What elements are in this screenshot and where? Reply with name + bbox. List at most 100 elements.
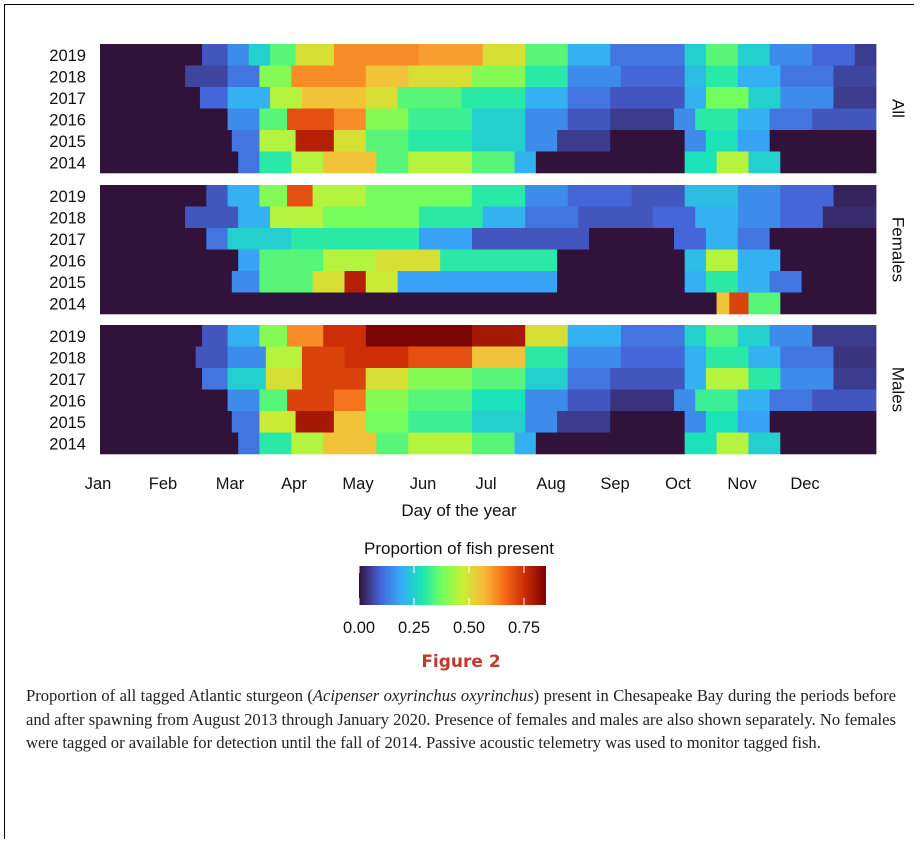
heat-cell bbox=[716, 432, 749, 455]
heat-cell bbox=[408, 389, 473, 412]
heat-cell bbox=[227, 185, 260, 207]
heat-cell bbox=[472, 151, 515, 174]
heat-cell bbox=[100, 151, 239, 174]
facet-label: Males bbox=[889, 367, 908, 412]
heat-cell bbox=[684, 271, 707, 293]
heat-cell bbox=[535, 151, 654, 174]
heat-cell bbox=[323, 325, 367, 347]
heatmap-panels: 201920182017201620152014All2019201820172… bbox=[49, 44, 908, 455]
heat-cell bbox=[748, 292, 781, 315]
caption-part-2: ) present in Chesapeake Bay during the p… bbox=[26, 686, 896, 753]
heat-cell bbox=[376, 249, 441, 272]
heat-cell bbox=[259, 271, 313, 293]
legend-tick-label: 0.75 bbox=[508, 619, 540, 637]
heat-cell bbox=[472, 389, 526, 412]
heat-cell bbox=[259, 389, 288, 412]
heat-cell bbox=[737, 185, 781, 207]
heat-cell bbox=[557, 249, 654, 272]
heat-cell bbox=[291, 65, 367, 88]
heat-cell bbox=[270, 206, 324, 229]
heat-cell bbox=[227, 346, 267, 369]
heat-cell bbox=[397, 271, 558, 293]
heat-cell bbox=[833, 346, 877, 369]
heat-cell bbox=[365, 65, 409, 88]
heat-cell bbox=[265, 346, 303, 369]
heat-cell bbox=[408, 151, 473, 174]
x-tick-label: Feb bbox=[149, 475, 177, 493]
color-legend: 0.00 0.25 0.50 0.75 bbox=[343, 566, 546, 637]
heat-cell bbox=[199, 87, 228, 109]
heat-cell bbox=[780, 292, 877, 315]
y-tick-label: 2015 bbox=[49, 274, 86, 292]
heat-cell bbox=[238, 432, 260, 455]
heat-cell bbox=[259, 130, 296, 152]
heat-cell bbox=[408, 368, 473, 390]
heat-cell bbox=[525, 65, 569, 88]
heat-cell bbox=[525, 87, 569, 109]
caption-part-1: Proportion of all tagged Atlantic sturge… bbox=[26, 686, 313, 705]
heat-cell bbox=[365, 325, 409, 347]
heat-cell bbox=[833, 185, 877, 207]
heat-cell bbox=[100, 206, 186, 229]
heat-cell bbox=[737, 228, 771, 250]
heat-cell bbox=[748, 87, 781, 109]
heat-cell bbox=[301, 346, 345, 369]
heat-cell bbox=[705, 87, 749, 109]
heat-cell bbox=[769, 108, 813, 131]
y-tick-label: 2017 bbox=[49, 90, 86, 108]
heat-cell bbox=[684, 249, 707, 272]
y-tick-label: 2016 bbox=[49, 111, 86, 129]
legend-colorbar bbox=[359, 566, 546, 605]
heat-cell bbox=[812, 389, 877, 412]
panel-all: 2019 2018 2017 2016 2015 2014 All bbox=[49, 44, 908, 174]
heat-cell bbox=[525, 411, 558, 433]
heat-cell bbox=[259, 411, 296, 433]
heat-cell bbox=[610, 130, 686, 152]
heat-cell bbox=[705, 44, 739, 66]
heat-cell bbox=[231, 411, 260, 433]
heat-cell bbox=[100, 87, 201, 109]
heat-cell bbox=[684, 87, 707, 109]
y-tick-label: 2017 bbox=[49, 371, 86, 389]
heat-cell bbox=[408, 346, 473, 369]
heat-cell bbox=[312, 271, 345, 293]
heat-cell bbox=[259, 65, 292, 88]
heat-cell bbox=[684, 130, 707, 152]
x-tick-label: Apr bbox=[281, 475, 307, 493]
heat-cell bbox=[769, 228, 877, 250]
heat-cell bbox=[769, 271, 802, 293]
heat-cell bbox=[287, 185, 313, 207]
heat-cell bbox=[227, 87, 271, 109]
heat-cell bbox=[748, 346, 781, 369]
heat-cell bbox=[748, 368, 781, 390]
heat-cell bbox=[684, 325, 707, 347]
heat-cell bbox=[202, 325, 228, 347]
heat-cell bbox=[227, 108, 260, 131]
heat-cell bbox=[695, 206, 739, 229]
heat-cell bbox=[525, 130, 558, 152]
heat-cell bbox=[525, 44, 569, 66]
heat-cell bbox=[461, 87, 526, 109]
heat-cell bbox=[854, 44, 877, 66]
heat-cell bbox=[557, 411, 611, 433]
heat-cell bbox=[440, 249, 558, 272]
heat-cell bbox=[301, 368, 367, 390]
heat-cell bbox=[227, 325, 260, 347]
legend-tick-label: 0.50 bbox=[453, 619, 485, 637]
figure-caption: Proportion of all tagged Atlantic sturge… bbox=[26, 684, 896, 755]
x-tick-label: May bbox=[342, 475, 374, 493]
heat-cell bbox=[769, 325, 813, 347]
heat-cell bbox=[472, 346, 526, 369]
x-axis-label: Day of the year bbox=[401, 501, 517, 520]
heat-cell bbox=[652, 271, 686, 293]
heat-cell bbox=[408, 325, 473, 347]
heat-cell bbox=[287, 325, 324, 347]
heat-cell bbox=[323, 151, 377, 174]
heat-cell bbox=[705, 346, 749, 369]
facet-label: All bbox=[889, 99, 908, 118]
heat-cell bbox=[238, 151, 260, 174]
heat-cell bbox=[100, 292, 717, 315]
heat-cell bbox=[100, 44, 203, 66]
heat-cell bbox=[652, 206, 696, 229]
panel-females: 2019 2018 2017 2016 2015 2014 Females bbox=[49, 185, 908, 315]
